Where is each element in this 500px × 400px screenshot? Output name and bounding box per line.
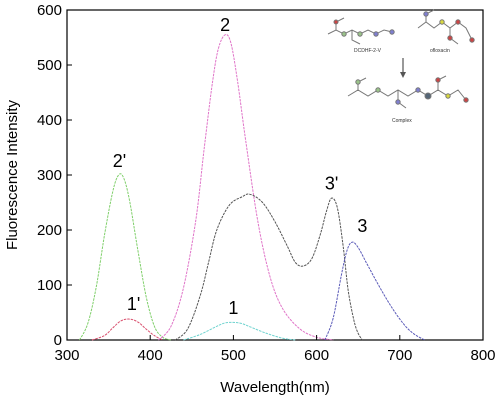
curve-label: 1 — [228, 298, 238, 318]
plot-frame — [66, 9, 484, 341]
inset-label-complex: Complex — [392, 118, 412, 124]
series-line-4 — [158, 34, 334, 341]
x-tick-label: 700 — [387, 347, 412, 364]
x-tick-label: 300 — [54, 347, 79, 364]
curve-label: 2 — [220, 15, 230, 35]
plot-border — [66, 9, 484, 341]
y-tick-label: 0 — [54, 332, 62, 349]
y-tick-label: 300 — [37, 167, 62, 184]
y-tick-label: 400 — [37, 112, 62, 129]
inset-label-ofloxacin: ofloxacin — [430, 48, 450, 54]
y-tick-label: 500 — [37, 57, 62, 74]
dcdhf-molecule-icon — [327, 17, 395, 45]
x-tick-label: 500 — [221, 347, 246, 364]
series-line-3 — [183, 321, 296, 341]
curve-label: 3' — [325, 173, 338, 193]
curve-labels: 2 2' 3' 3 1' 1 — [113, 15, 368, 318]
series-line-5 — [174, 193, 363, 341]
axis-ticks: 300 400 500 600 700 800 0 100 200 300 400 500 600 — [37, 2, 496, 364]
molecular-structure-inset: DCDHF-2-V ofloxacin Complex — [327, 9, 475, 124]
y-axis-title: Fluorescence Intensity — [4, 99, 21, 250]
y-tick-label: 600 — [37, 2, 62, 19]
y-tick-label: 200 — [37, 222, 62, 239]
y-tick-label: 100 — [37, 277, 62, 294]
complex-molecule-icon — [347, 75, 469, 109]
x-tick-label: 400 — [138, 347, 163, 364]
series-line-6 — [324, 241, 426, 341]
series-line-1 — [91, 318, 163, 341]
ofloxacin-molecule-icon — [417, 9, 475, 45]
curve-label: 3 — [357, 216, 367, 236]
inset-label-dcdhf: DCDHF-2-V — [354, 48, 382, 54]
series-line-2 — [79, 173, 172, 341]
series-curves — [79, 34, 426, 341]
arrow-down-icon — [400, 58, 406, 78]
x-tick-label: 800 — [470, 347, 495, 364]
curve-label: 1' — [127, 294, 140, 314]
x-axis-title: Wavelength(nm) — [220, 379, 329, 396]
curve-label: 2' — [113, 151, 126, 171]
x-tick-label: 600 — [304, 347, 329, 364]
